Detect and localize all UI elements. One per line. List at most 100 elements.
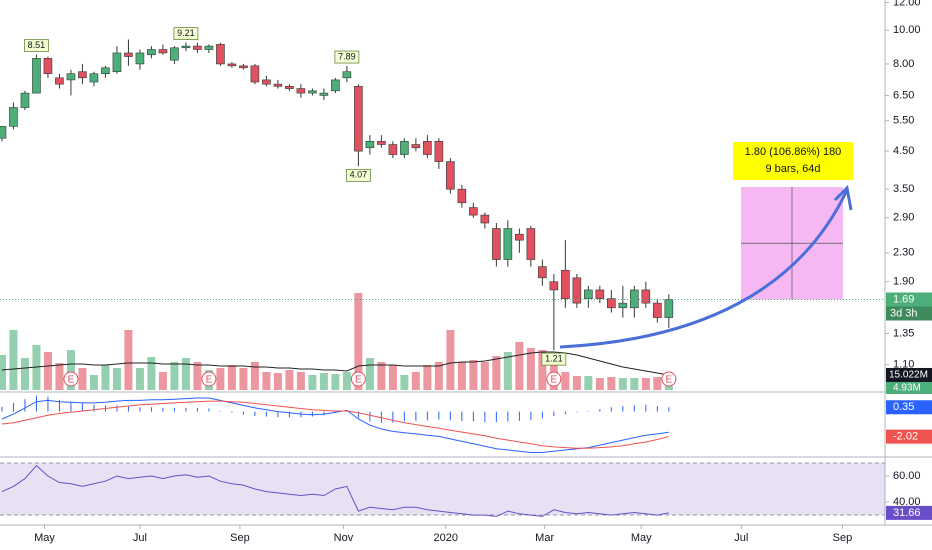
candle-body bbox=[388, 144, 398, 155]
volume-ma-box bbox=[886, 367, 932, 382]
volume-bar bbox=[572, 376, 581, 390]
volume-bar bbox=[89, 375, 98, 390]
volume-bar bbox=[630, 378, 639, 390]
candle-body bbox=[607, 298, 616, 309]
candle-body bbox=[526, 228, 536, 260]
candle-body bbox=[285, 86, 294, 89]
volume-ma-label: 15.022M bbox=[889, 370, 928, 381]
y-tick-label: 5.50 bbox=[893, 115, 914, 127]
volume-box bbox=[886, 381, 932, 394]
candle-body bbox=[561, 269, 570, 299]
macd-hist-box bbox=[886, 400, 932, 415]
candle-body bbox=[319, 92, 329, 96]
volume-ma bbox=[1, 351, 669, 376]
candle-body bbox=[377, 141, 386, 145]
volume-bar bbox=[388, 365, 397, 390]
candle-body bbox=[239, 65, 248, 69]
candle-body bbox=[32, 58, 41, 94]
earnings-marker: E bbox=[63, 371, 79, 387]
price-tag-box bbox=[24, 39, 49, 52]
y-tick-label: 4.50 bbox=[893, 145, 914, 157]
candle-body bbox=[515, 233, 524, 241]
candle-body bbox=[273, 83, 283, 87]
rsi-box bbox=[886, 505, 932, 520]
volume-bar bbox=[216, 368, 225, 390]
volume-bar bbox=[469, 360, 478, 390]
earnings-marker: E bbox=[350, 371, 366, 387]
volume-bar bbox=[55, 363, 64, 390]
volume-bar bbox=[158, 372, 167, 390]
volume-bar bbox=[20, 358, 29, 390]
earnings-label: E bbox=[206, 375, 213, 386]
earnings-label: E bbox=[355, 375, 362, 386]
volume-bar bbox=[78, 368, 87, 390]
volume-bar bbox=[457, 362, 466, 390]
x-tick-label: Jul bbox=[734, 532, 748, 544]
volume-bar bbox=[595, 378, 604, 390]
volume-bar bbox=[147, 357, 156, 390]
volume-bar bbox=[124, 330, 133, 390]
candle-body bbox=[55, 77, 64, 85]
macd-line bbox=[1, 397, 669, 453]
candle-body bbox=[641, 289, 651, 304]
volume-bar bbox=[480, 362, 489, 390]
candle-body bbox=[549, 281, 559, 291]
volume-bar bbox=[250, 362, 259, 390]
x-tick-label: 2020 bbox=[434, 532, 458, 544]
x-tick-label: May bbox=[631, 532, 652, 544]
volume-bar bbox=[607, 377, 616, 390]
candle-body bbox=[9, 107, 18, 127]
volume-bar bbox=[227, 365, 236, 390]
candle-body bbox=[342, 71, 352, 79]
y-tick-label: 2.90 bbox=[893, 212, 914, 224]
y-tick-label: 1.90 bbox=[893, 276, 914, 288]
signal-value: -2.02 bbox=[893, 431, 918, 443]
candle-body bbox=[0, 126, 7, 139]
volume-bar bbox=[446, 330, 455, 390]
candle-body bbox=[101, 67, 110, 75]
forecast-arrow bbox=[559, 189, 849, 349]
x-tick-label: Jul bbox=[133, 532, 147, 544]
volume-bar bbox=[308, 375, 317, 390]
candle-body bbox=[112, 52, 122, 73]
earnings-label: E bbox=[551, 375, 558, 386]
volume-bar bbox=[653, 377, 662, 390]
volume-bar bbox=[400, 375, 409, 390]
rsi-tick-label: 60.00 bbox=[893, 470, 921, 482]
y-tick-label: 3.50 bbox=[893, 183, 914, 195]
x-tick-label: Nov bbox=[334, 532, 354, 544]
candle-body bbox=[296, 88, 306, 94]
measure-box bbox=[733, 142, 853, 180]
volume-bar bbox=[296, 372, 305, 390]
candle-body bbox=[308, 90, 317, 94]
price-tag-box bbox=[334, 50, 360, 64]
candle-body bbox=[630, 289, 639, 309]
candle-body bbox=[492, 228, 501, 260]
candle-body bbox=[503, 228, 513, 260]
volume-bar bbox=[170, 362, 179, 390]
macd-hist-value: 0.35 bbox=[893, 401, 914, 413]
earnings-circle bbox=[201, 371, 217, 387]
volume-bar bbox=[285, 370, 294, 390]
candle-body bbox=[595, 289, 605, 299]
price-tag: 9.21 bbox=[177, 28, 195, 38]
candle-body bbox=[124, 52, 133, 57]
earnings-marker: E bbox=[546, 371, 562, 387]
candle-body bbox=[365, 141, 375, 149]
candle-body bbox=[446, 161, 455, 190]
volume-bar bbox=[411, 372, 420, 390]
rsi-tick-label: 40.00 bbox=[893, 496, 921, 508]
measure-text: 1.80 (106.86%) 180 bbox=[745, 146, 842, 158]
candle-body bbox=[469, 207, 478, 216]
price-tag-box bbox=[173, 27, 199, 40]
candle-body bbox=[170, 47, 179, 61]
y-tick-label: 2.30 bbox=[893, 247, 914, 259]
candle-body bbox=[457, 188, 467, 204]
candle-body bbox=[354, 86, 363, 152]
volume-bar bbox=[492, 356, 501, 390]
candle-body bbox=[538, 266, 547, 279]
candle-body bbox=[43, 58, 53, 75]
volume-bar bbox=[319, 373, 328, 390]
candle-body bbox=[181, 45, 191, 49]
candle-body bbox=[216, 44, 225, 65]
